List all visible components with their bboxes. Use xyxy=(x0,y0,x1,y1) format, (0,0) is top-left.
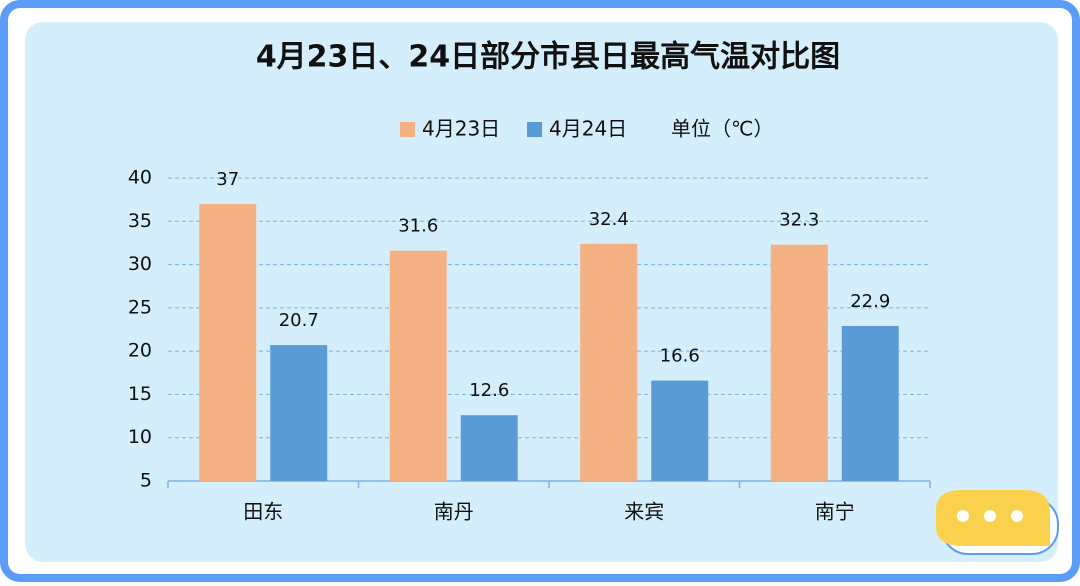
bar xyxy=(770,244,828,481)
bar xyxy=(841,326,899,481)
legend-label: 4月23日 xyxy=(422,117,500,141)
x-tick-label: 田东 xyxy=(243,500,283,524)
legend-swatch xyxy=(400,122,415,137)
bar xyxy=(460,415,518,481)
bar xyxy=(270,345,328,481)
legend-note: 单位（℃） xyxy=(671,117,773,141)
y-tick-label: 35 xyxy=(128,210,152,232)
y-tick-label: 15 xyxy=(128,383,152,405)
data-label: 22.9 xyxy=(850,291,890,312)
bar xyxy=(199,203,257,481)
data-label: 32.3 xyxy=(779,210,819,231)
y-tick-label: 5 xyxy=(140,470,152,492)
legend-label: 4月24日 xyxy=(549,117,627,141)
x-tick-label: 南宁 xyxy=(815,500,855,524)
y-tick-label: 25 xyxy=(128,296,152,318)
y-tick-label: 10 xyxy=(128,426,152,448)
data-label: 37 xyxy=(216,169,239,190)
y-tick-label: 40 xyxy=(128,167,152,189)
data-label: 32.4 xyxy=(589,209,629,230)
chat-bubble xyxy=(936,490,1059,555)
data-label: 20.7 xyxy=(279,310,319,331)
bar xyxy=(580,243,638,481)
data-label: 16.6 xyxy=(660,346,700,367)
bar xyxy=(651,380,709,481)
bar xyxy=(389,250,447,481)
y-tick-label: 30 xyxy=(128,253,152,275)
data-label: 12.6 xyxy=(469,380,509,401)
legend-swatch xyxy=(527,122,542,137)
x-tick-label: 来宾 xyxy=(624,500,664,524)
data-label: 31.6 xyxy=(398,216,438,237)
x-tick-label: 南丹 xyxy=(434,500,474,524)
y-tick-label: 20 xyxy=(128,340,152,362)
chart-title: 4月23日、24日部分市县日最高气温对比图 xyxy=(256,40,840,75)
